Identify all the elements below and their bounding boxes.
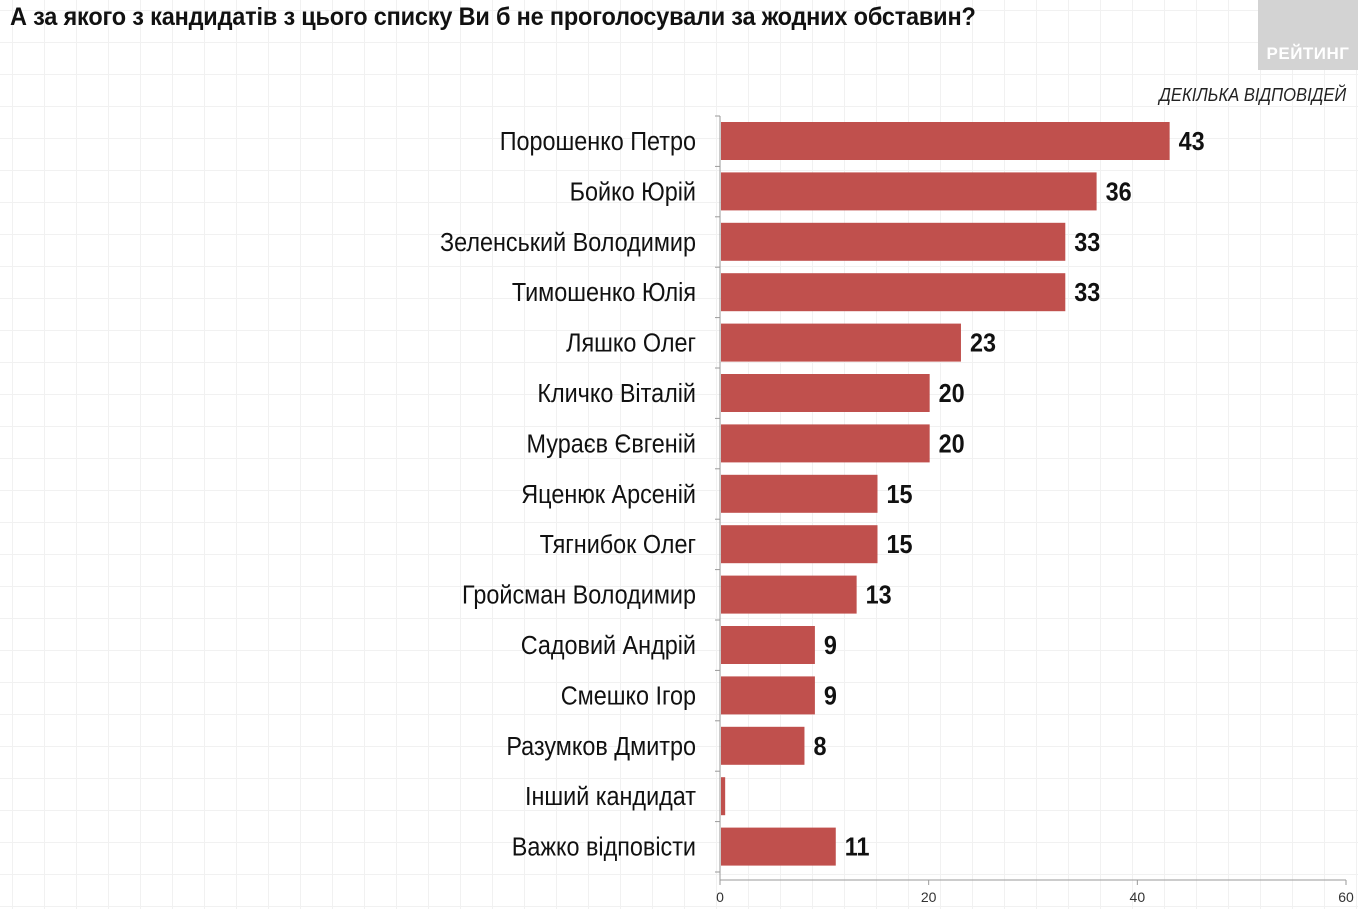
- category-label: Порошенко Петро: [500, 128, 696, 156]
- data-label: 8: [813, 733, 826, 761]
- data-label: 15: [887, 531, 913, 559]
- multiple-answers-note: ДЕКІЛЬКА ВІДПОВІДЕЙ: [1159, 85, 1346, 105]
- category-label: Ляшко Олег: [566, 330, 696, 358]
- data-label: 9: [824, 682, 837, 710]
- bar: [721, 374, 930, 412]
- bar: [721, 122, 1170, 160]
- bar: [721, 323, 961, 362]
- bar: [721, 626, 815, 664]
- rating-logo: РЕЙТИНГ: [1258, 0, 1358, 70]
- chart-title: А за якого з кандидатів з цього списку В…: [10, 3, 976, 31]
- value-axis-tick-label: 20: [921, 889, 937, 905]
- category-label: Зеленський Володимир: [440, 229, 696, 257]
- category-label: Кличко Віталій: [537, 380, 696, 408]
- value-axis-tick-label: 0: [716, 889, 724, 905]
- bar: [721, 474, 878, 513]
- rating-logo-text: РЕЙТИНГ: [1266, 44, 1350, 63]
- data-label: 9: [824, 632, 837, 660]
- data-label: 36: [1106, 178, 1132, 206]
- data-label: 15: [887, 481, 913, 509]
- bar: [721, 726, 805, 765]
- category-label: Тягнибок Олег: [540, 531, 696, 559]
- category-label: Важко відповісти: [512, 834, 696, 862]
- data-label: 20: [939, 380, 965, 408]
- data-label: 23: [970, 330, 996, 358]
- category-label: Тимошенко Юлія: [512, 279, 696, 307]
- category-label: Садовий Андрій: [521, 632, 696, 660]
- data-label: 13: [866, 582, 892, 610]
- data-label: 11: [845, 834, 870, 862]
- data-label: 43: [1179, 128, 1205, 156]
- category-label: Смешко Ігор: [561, 682, 696, 710]
- value-axis-tick-label: 40: [1130, 889, 1146, 905]
- bar: [721, 222, 1066, 261]
- category-label: Бойко Юрій: [570, 178, 696, 206]
- data-label: 33: [1074, 279, 1100, 307]
- value-axis-tick-label: 60: [1338, 889, 1354, 905]
- data-label: 33: [1074, 229, 1100, 257]
- category-label: Гройсман Володимир: [462, 582, 696, 610]
- bar: [721, 525, 878, 564]
- category-label: Інший кандидат: [525, 783, 696, 811]
- category-label: Яценюк Арсеній: [521, 481, 696, 509]
- bar: [721, 424, 930, 463]
- bar: [721, 273, 1066, 312]
- category-label: Разумков Дмитро: [506, 733, 696, 761]
- bar: [721, 777, 726, 816]
- category-label: Мураєв Євгеній: [527, 430, 696, 458]
- bar: [721, 827, 836, 866]
- bar: [721, 676, 815, 715]
- bar: [721, 172, 1097, 211]
- bar: [721, 575, 857, 614]
- data-label: 20: [939, 430, 965, 458]
